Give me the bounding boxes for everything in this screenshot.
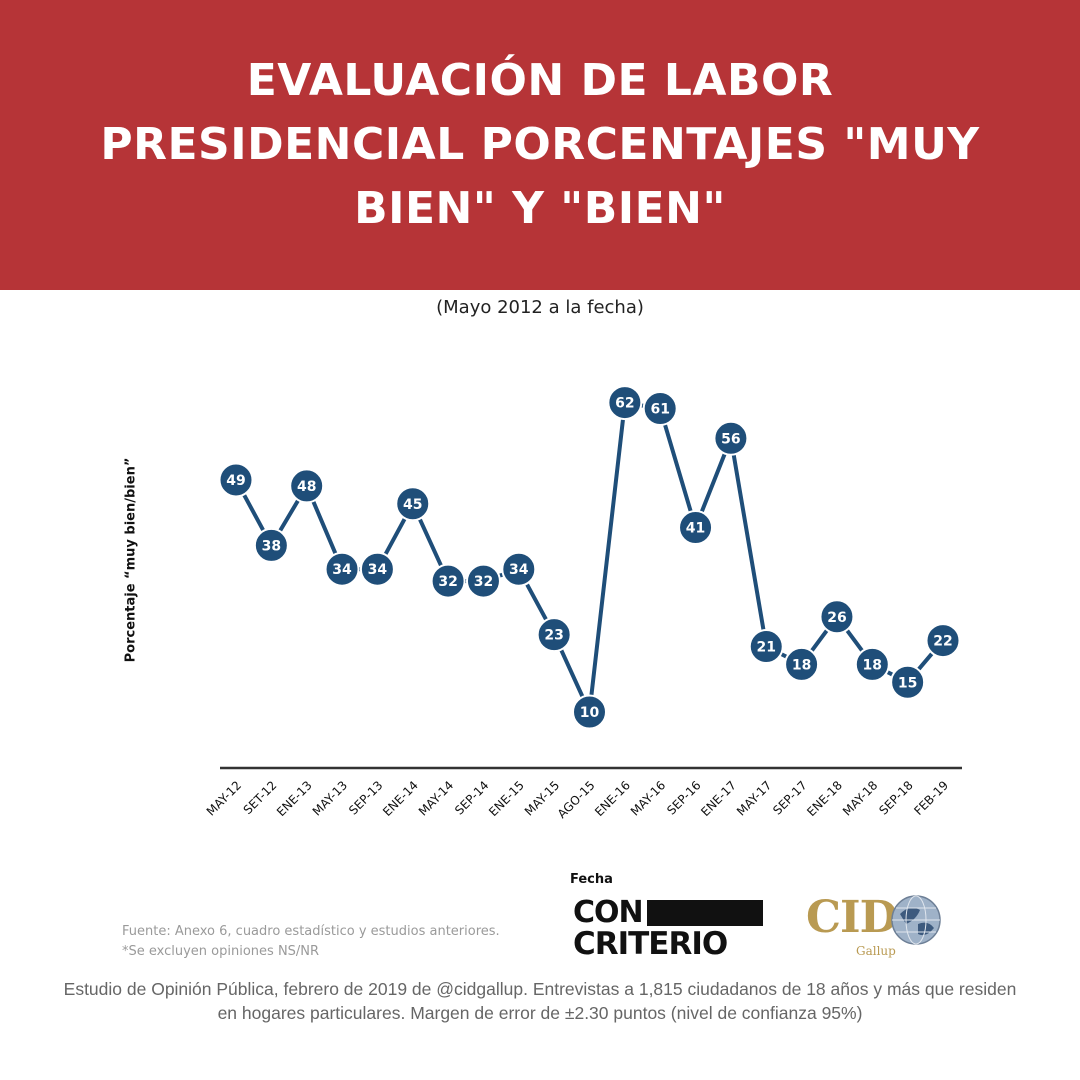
data-label: 48 (297, 479, 316, 495)
con-criterio-logo: CON CRITERIO (573, 895, 763, 962)
data-point (748, 629, 784, 665)
x-tick-label: MAY-14 (416, 778, 456, 818)
data-point (395, 486, 431, 522)
data-label: 56 (721, 431, 740, 447)
data-label: 62 (615, 396, 634, 412)
data-label: 26 (827, 610, 846, 626)
data-label: 21 (757, 640, 776, 656)
source-line-1: Fuente: Anexo 6, cuadro estadístico y es… (122, 924, 500, 939)
con-criterio-logo-top: CON (573, 895, 644, 930)
data-point (678, 510, 714, 546)
globe-icon (891, 895, 941, 945)
data-point (501, 551, 537, 587)
chart-title: EVALUACIÓN DE LABOR PRESIDENCIAL PORCENT… (100, 55, 980, 234)
data-label: 18 (792, 657, 811, 673)
x-tick-label: SEP-18 (876, 778, 915, 817)
data-point (218, 462, 254, 498)
data-label: 32 (474, 574, 493, 590)
data-point (465, 563, 501, 599)
x-tick-label: MAY-18 (840, 778, 880, 818)
x-tick-label: MAY-16 (628, 778, 668, 818)
methodology-note: Estudio de Opinión Pública, febrero de 2… (63, 979, 1017, 1023)
x-tick-label: AGO-15 (555, 778, 598, 821)
data-label: 49 (226, 473, 245, 489)
data-label: 34 (368, 562, 388, 578)
x-tick-label: FEB-19 (911, 778, 951, 818)
data-label: 32 (438, 574, 457, 590)
x-tick-label: ENE-16 (592, 778, 633, 819)
x-tick-label: ENE-17 (698, 778, 739, 819)
data-point (784, 646, 820, 682)
data-point (572, 694, 607, 730)
data-label: 34 (509, 562, 529, 578)
x-axis-label: Fecha (570, 872, 613, 887)
data-point (289, 468, 325, 504)
y-axis-label: Porcentaje “muy bien/bien” (123, 457, 139, 663)
x-tick-label: MAY-17 (734, 778, 774, 818)
cid-logo-subtext: Gallup (856, 944, 896, 958)
header-banner: EVALUACIÓN DE LABOR PRESIDENCIAL PORCENT… (0, 0, 1080, 290)
data-label: 18 (863, 657, 882, 673)
data-label: 10 (580, 705, 600, 721)
data-label: 15 (898, 675, 917, 691)
data-label: 23 (544, 628, 563, 644)
cid-gallup-logo: CID Gallup (800, 890, 950, 965)
x-tick-label: MAY-12 (204, 778, 244, 818)
x-tick-label: MAY-13 (310, 778, 350, 818)
con-criterio-logo-bottom: CRITERIO (573, 926, 728, 962)
data-label: 61 (650, 402, 669, 418)
data-point (536, 617, 572, 653)
x-tick-label: ENE-18 (804, 778, 845, 819)
data-point (642, 391, 678, 427)
cid-logo-text: CID (806, 892, 898, 943)
data-point (890, 664, 926, 700)
data-label: 34 (332, 562, 352, 578)
con-criterio-logo-bar (646, 900, 763, 926)
data-point (925, 623, 961, 659)
source-line-2: *Se excluyen opiniones NS/NR (122, 944, 320, 959)
data-label: 41 (686, 521, 705, 537)
data-point (324, 551, 360, 587)
data-point (430, 563, 466, 599)
chart-subtitle: (Mayo 2012 a la fecha) (436, 297, 644, 318)
x-tick-label: SEP-17 (770, 778, 809, 817)
data-point (713, 420, 749, 456)
x-tick-label: SET-12 (241, 778, 280, 817)
data-label: 22 (933, 634, 952, 650)
x-tick-label: SEP-16 (664, 778, 703, 817)
data-point (854, 646, 890, 682)
data-point (253, 527, 289, 563)
x-tick-label: ENE-13 (274, 778, 315, 819)
x-tick-label: ENE-15 (486, 778, 527, 819)
data-label: 45 (403, 497, 422, 513)
x-tick-label: SEP-13 (346, 778, 385, 817)
data-point (607, 385, 643, 421)
data-point (359, 551, 395, 587)
data-label: 38 (262, 538, 281, 554)
x-tick-label: ENE-14 (380, 778, 421, 819)
data-point (819, 599, 855, 635)
x-tick-label: SEP-14 (452, 778, 491, 817)
source-note: Fuente: Anexo 6, cuadro estadístico y es… (122, 922, 500, 962)
